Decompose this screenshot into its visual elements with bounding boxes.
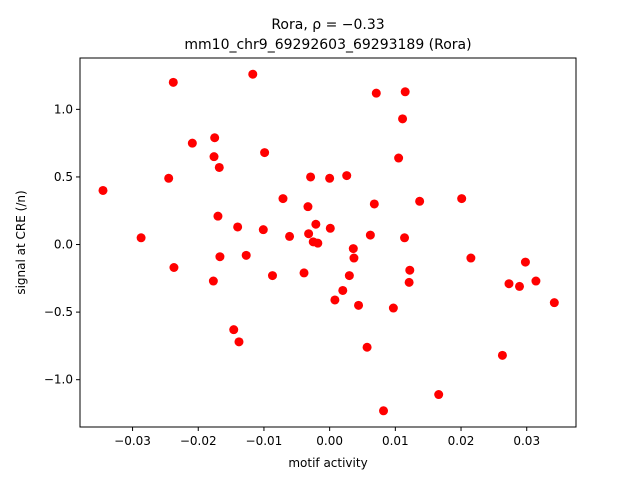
y-tick-label: 0.5 <box>54 170 73 184</box>
data-point-32 <box>338 285 348 295</box>
data-point-47 <box>400 87 410 97</box>
y-tick-label: 0.0 <box>54 238 73 252</box>
data-point-58 <box>531 276 541 286</box>
data-point-55 <box>504 279 514 289</box>
data-point-24 <box>304 229 314 239</box>
data-point-49 <box>405 265 415 275</box>
x-tick-label: 0.00 <box>316 434 343 448</box>
data-point-45 <box>398 114 408 124</box>
x-tick-label: 0.02 <box>448 434 475 448</box>
y-tick-label: −0.5 <box>44 305 73 319</box>
data-point-28 <box>313 238 323 248</box>
x-tick-label: 0.01 <box>382 434 409 448</box>
data-point-41 <box>371 88 381 98</box>
data-point-5 <box>187 138 197 148</box>
data-point-44 <box>394 153 404 163</box>
data-point-29 <box>325 173 335 183</box>
data-point-21 <box>285 231 295 241</box>
data-point-40 <box>369 199 379 209</box>
data-point-23 <box>303 202 313 212</box>
data-point-20 <box>278 194 288 204</box>
data-point-48 <box>404 277 414 287</box>
data-point-14 <box>234 337 244 347</box>
data-point-7 <box>209 152 219 162</box>
data-point-18 <box>260 148 270 158</box>
data-point-51 <box>434 390 444 400</box>
data-point-46 <box>400 233 410 243</box>
data-point-16 <box>248 69 258 79</box>
data-point-50 <box>415 196 425 206</box>
data-point-57 <box>520 257 530 267</box>
y-axis-ticks: −1.0 −0.5 0.0 0.5 1.0 <box>44 102 80 387</box>
data-point-53 <box>466 253 476 263</box>
y-tick-label: 1.0 <box>54 102 73 116</box>
data-point-39 <box>365 230 375 240</box>
data-point-4 <box>169 263 179 273</box>
y-axis-label: signal at CRE (/n) <box>14 190 28 294</box>
data-point-43 <box>388 303 398 313</box>
x-axis-ticks: −0.03 −0.02 −0.01 0.00 0.01 0.02 0.03 <box>114 427 540 448</box>
chart-subtitle: mm10_chr9_69292603_69293189 (Rora) <box>184 37 471 53</box>
data-point-1 <box>136 233 146 243</box>
data-point-10 <box>214 162 224 172</box>
data-point-25 <box>306 172 316 182</box>
data-point-56 <box>515 281 525 291</box>
plot-area-frame <box>79 57 577 428</box>
data-point-38 <box>362 342 372 352</box>
data-point-17 <box>258 225 268 235</box>
x-tick-label: −0.01 <box>246 434 283 448</box>
data-point-11 <box>215 252 225 262</box>
data-point-35 <box>348 244 358 254</box>
x-tick-label: 0.03 <box>513 434 540 448</box>
data-point-15 <box>241 250 251 260</box>
data-point-52 <box>457 194 467 204</box>
data-point-9 <box>213 211 223 221</box>
data-point-36 <box>349 253 359 263</box>
data-point-59 <box>549 298 559 308</box>
data-point-2 <box>164 173 174 183</box>
chart-title: Rora, ρ = −0.33 <box>271 17 384 33</box>
data-point-6 <box>208 276 218 286</box>
data-point-31 <box>330 295 340 305</box>
data-point-34 <box>344 271 354 281</box>
data-point-54 <box>497 350 507 360</box>
x-tick-label: −0.03 <box>114 434 151 448</box>
data-point-13 <box>233 222 243 232</box>
data-point-22 <box>299 268 309 278</box>
data-point-3 <box>168 77 178 87</box>
x-axis-label: motif activity <box>288 456 367 470</box>
data-point-30 <box>325 223 335 233</box>
data-point-12 <box>229 325 239 335</box>
data-point-19 <box>267 271 277 281</box>
data-point-42 <box>379 406 389 416</box>
data-point-37 <box>354 300 364 310</box>
y-tick-label: −1.0 <box>44 373 73 387</box>
data-point-27 <box>311 219 321 229</box>
data-point-0 <box>98 185 108 195</box>
x-tick-label: −0.02 <box>180 434 217 448</box>
data-point-8 <box>210 133 220 143</box>
data-point-33 <box>342 171 352 181</box>
points-layer <box>98 69 559 416</box>
